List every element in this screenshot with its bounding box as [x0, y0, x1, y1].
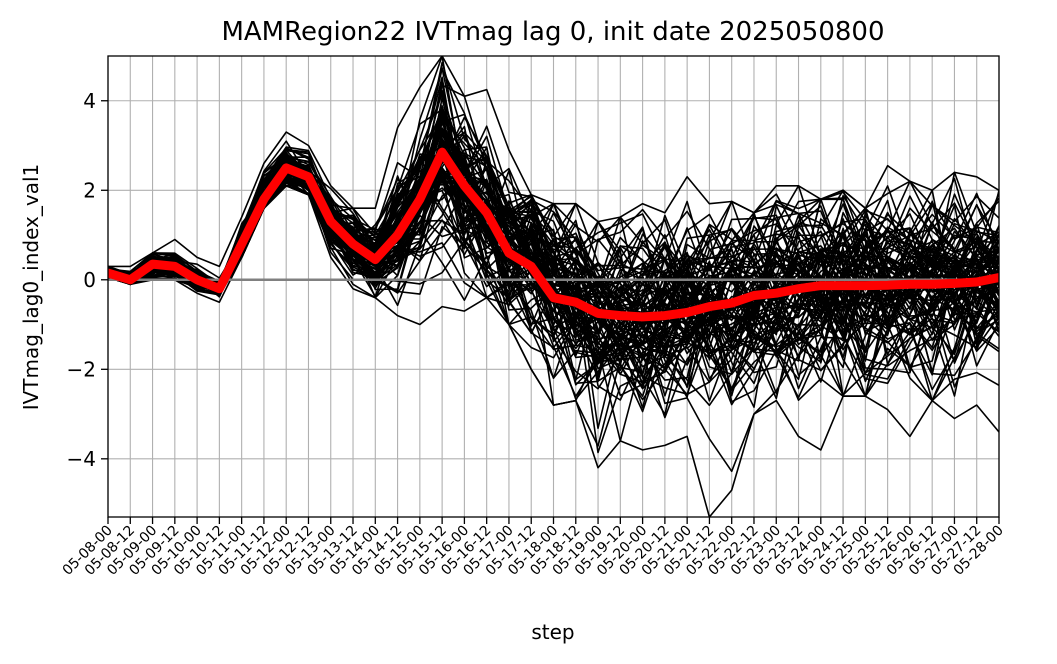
mean-series-line	[108, 147, 999, 322]
y-tick-label: −2	[67, 357, 96, 381]
y-axis-label: IVTmag_lag0_index_val1	[19, 164, 43, 411]
chart-title: MAMRegion22 IVTmag lag 0, init date 2025…	[221, 17, 884, 47]
ensemble-member-line	[108, 154, 999, 397]
x-axis-ticks: 05-08-0005-08-1205-09-0005-09-1205-10-00…	[60, 517, 1007, 579]
y-axis-ticks: 4 2 0 −2 −4	[67, 89, 108, 471]
y-tick-label: 0	[83, 268, 96, 292]
y-tick-label: 2	[83, 178, 96, 202]
mean-series	[108, 147, 999, 322]
x-axis-label: step	[531, 620, 574, 644]
y-tick-label: 4	[83, 89, 96, 113]
y-tick-label: −4	[67, 447, 96, 471]
